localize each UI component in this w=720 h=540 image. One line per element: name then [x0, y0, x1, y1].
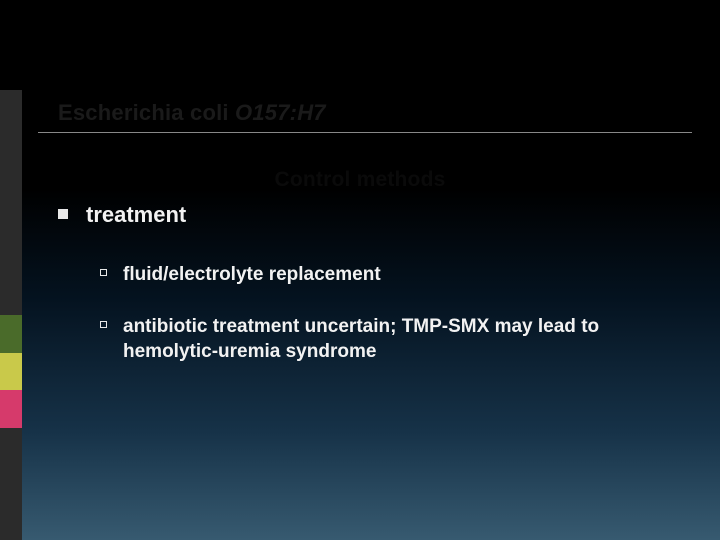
hollow-square-bullet-icon [100, 269, 107, 276]
accent-segment [0, 353, 22, 391]
accent-segment [0, 390, 22, 428]
title-region: Escherichia coli O157:H7 [0, 0, 720, 150]
lvl1-text: treatment [86, 202, 186, 228]
content: treatment fluid/electrolyte replacement … [58, 202, 680, 391]
lvl2-text: fluid/electrolyte replacement [123, 262, 381, 288]
list-item: fluid/electrolyte replacement [100, 262, 680, 288]
square-bullet-icon [58, 209, 68, 219]
slide-title: Escherichia coli O157:H7 [58, 100, 720, 126]
title-italic: O157:H7 [235, 100, 326, 125]
title-underline [38, 132, 692, 133]
subtitle: Control methods [0, 168, 720, 192]
title-normal: Escherichia coli [58, 100, 235, 125]
list-item: treatment [58, 202, 680, 228]
list-item: antibiotic treatment uncertain; TMP-SMX … [100, 314, 680, 365]
accent-segment [0, 315, 22, 353]
accent-segment [0, 428, 22, 540]
accent-bar [0, 90, 22, 540]
lvl2-text: antibiotic treatment uncertain; TMP-SMX … [123, 314, 663, 365]
hollow-square-bullet-icon [100, 321, 107, 328]
slide: Escherichia coli O157:H7 Control methods… [0, 0, 720, 540]
sublist: fluid/electrolyte replacement antibiotic… [100, 262, 680, 365]
